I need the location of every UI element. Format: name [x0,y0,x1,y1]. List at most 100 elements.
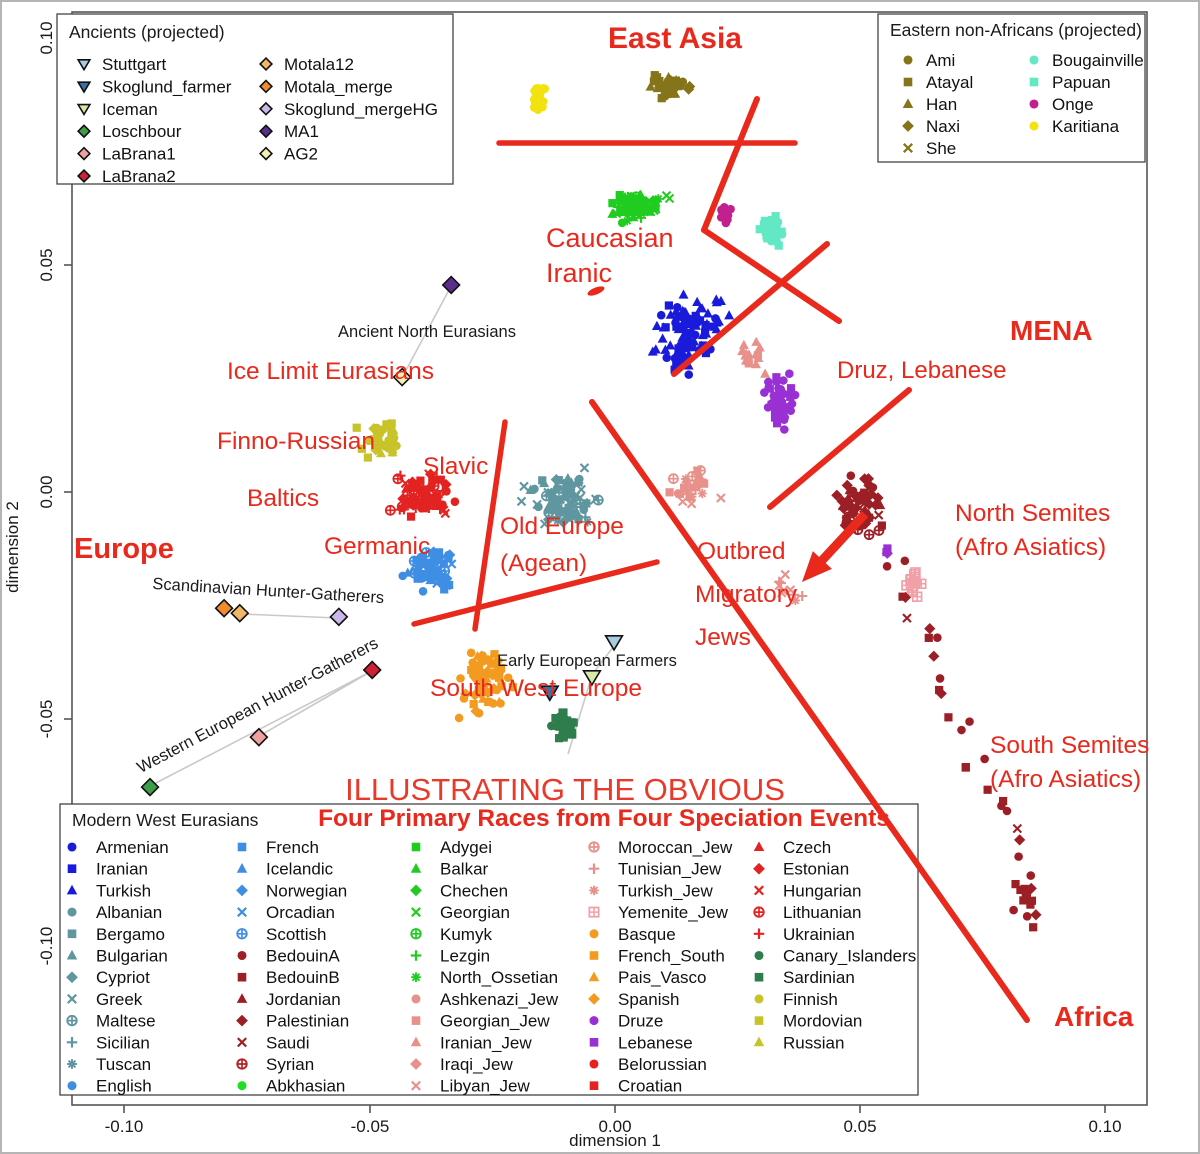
marker-triangle [387,447,398,457]
marker-diamond [860,494,872,506]
marker-plus [774,576,785,587]
legend-item-stuttgart: Stuttgart [76,55,167,74]
marker-square [767,226,777,235]
x-axis-title: dimension 1 [569,1131,661,1150]
marker-triangle [647,346,658,356]
y-tick-label: 0.05 [37,248,56,281]
marker-square [691,311,700,320]
marker-square [773,227,783,236]
marker-circle [763,403,773,412]
legend-label: Estonian [783,860,849,879]
legend-label: LaBrana2 [102,167,176,186]
legend-item-ami: Ami [903,51,955,70]
legend-item-orcadian: Orcadian [237,903,335,922]
marker-circle [933,633,942,642]
marker-triangle [702,308,713,318]
legend-item-scottish: Scottish [236,925,326,944]
marker-triangle [628,212,639,222]
cluster-germanic-blue [398,546,457,596]
marker-diamond [841,479,853,491]
marker-square [883,544,892,553]
cluster-slavic-baltic-red [384,468,460,521]
marker-square [357,444,366,453]
marker-triangle [687,326,698,336]
marker-circle-plus [593,495,603,505]
marker-square [237,842,247,852]
cluster-anatolia-iran-blue [647,289,735,379]
annotation-illustrating: ILLUSTRATING THE OBVIOUS [345,772,785,807]
legend-item-basque: Basque [589,925,676,944]
legend-label: North_Ossetian [440,968,558,987]
annotation-europe: Europe [74,533,174,565]
cluster-east-asia [645,71,696,103]
annotation-ice-limit-eurasians: Ice Limit Eurasians [227,358,434,385]
legend-label: French_South [618,947,725,966]
legend-item-kumyk: Kumyk [410,925,492,944]
legend-label: Skoglund_farmer [102,77,232,96]
marker-square [842,514,851,524]
marker-circle-plus [411,566,421,576]
legend-label: Greek [96,990,143,1009]
marker-circle [754,994,764,1004]
marker-triangle [711,317,722,327]
legend-item-han: Han [902,95,957,114]
legend-item-chechen: Chechen [410,881,508,900]
annotation-scandinavian-hg: Scandinavian Hunter-Gatherers [152,575,385,607]
legend-item-bedouina: BedouinA [237,947,340,966]
marker-square [770,409,780,418]
legend-box-ancients [56,13,454,185]
marker-square [352,423,361,432]
marker-square [574,515,583,524]
cluster-southwest-europe-orange [454,648,517,723]
marker-square [1026,900,1035,909]
marker-square [772,373,781,382]
marker-square [567,729,577,738]
legend-label: Hungarian [783,881,861,900]
marker-square [422,485,431,494]
marker-square [538,476,547,485]
legends: Ancients (projected) Stuttgart Skoglund_fa… [56,13,1146,1096]
marker-square [419,504,428,513]
marker-circle [539,83,548,93]
legend-label: Naxi [926,117,960,136]
legend-item-cypriot: Cypriot [66,968,150,987]
cluster-jews-low-salmon [774,569,808,606]
y-tick-label: -0.05 [37,700,56,739]
legend-item-karitiana: Karitiana [1029,117,1120,136]
marker-circle [553,719,563,728]
marker-x [237,907,247,918]
marker-circle [1029,121,1039,131]
marker-diamond [565,511,577,523]
legend-item-armenian: Armenian [67,838,169,857]
legend-item-iceman: Iceman [76,100,158,119]
red-arrow [802,510,869,582]
annotation-finno-russian: Finno-Russian [217,428,375,455]
plot-border [71,11,1148,1106]
marker-square [680,483,689,492]
marker-circle [1029,55,1039,65]
marker-x [575,492,585,503]
legend-item-french: French [237,838,319,857]
legend-item-greek: Greek [67,990,143,1009]
marker-square [709,322,718,331]
legend-label: Iranian [96,860,148,879]
marker-diamond [863,479,875,491]
marker-x [902,613,912,623]
legend-label: Turkish [96,881,151,900]
marker-triangle [682,342,693,352]
marker-circle [589,1059,599,1069]
legend-title-eastern-non-africans: Eastern non-Africans (projected) [890,20,1142,40]
annotation-north-semites: North Semites [955,500,1110,527]
marker-circle [415,558,425,567]
marker-diamond [440,478,452,491]
legend-label: Bulgarian [96,947,168,966]
marker-diamond [386,432,398,444]
legend-title-modern-west-eurasians: Modern West Eurasians [72,810,259,830]
marker-square [688,483,697,492]
legend-label: Loschbour [102,122,182,141]
marker-x [516,496,527,507]
legend-label: Georgian [440,903,510,922]
marker-square [668,89,678,98]
marker-diamond [845,501,858,513]
marker-circle [772,237,782,247]
